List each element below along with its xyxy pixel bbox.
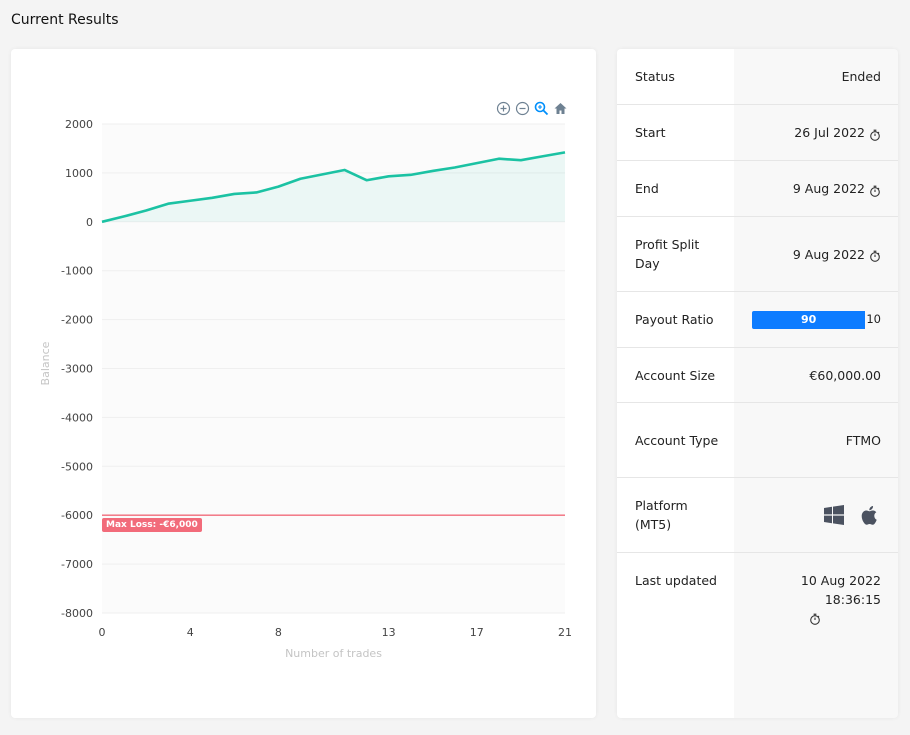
row-status: Status Ended	[617, 49, 898, 105]
y-tick-label: -8000	[61, 607, 93, 620]
row-account-size: Account Size €60,000.00	[617, 348, 898, 403]
x-tick-label: 0	[99, 626, 106, 639]
zoom-in-icon[interactable]	[496, 101, 511, 116]
row-platform: Platform (MT5)	[617, 478, 898, 553]
balance-area	[102, 152, 565, 222]
y-tick-label: -4000	[61, 411, 93, 424]
x-tick-label: 21	[558, 626, 572, 639]
last-updated-value: 10 Aug 2022 18:36:15	[800, 573, 881, 607]
profit-split-value: 9 Aug 2022	[792, 246, 865, 262]
page-title: Current Results	[11, 12, 119, 28]
apple-icon[interactable]	[859, 504, 881, 526]
last-updated-cell: 10 Aug 2022 18:36:15	[734, 571, 898, 625]
payout-ratio-label: Payout Ratio	[635, 312, 714, 327]
row-payout-ratio: Payout Ratio 90 10	[617, 292, 898, 348]
y-tick-label: 2000	[65, 118, 93, 131]
row-last-updated: Last updated 10 Aug 2022 18:36:15	[617, 553, 898, 647]
row-start: Start 26 Jul 2022	[617, 105, 898, 161]
y-tick-label: -6000	[61, 509, 93, 522]
row-account-type: Account Type FTMO	[617, 403, 898, 478]
account-type-value: FTMO	[845, 432, 881, 448]
last-updated-label: Last updated	[635, 573, 717, 588]
stopwatch-icon	[809, 611, 821, 625]
start-label: Start	[635, 125, 666, 140]
balance-chart-card: 2000 1000 0 -1000 -2000 -3000 -4000 -5000 -6000 -…	[11, 49, 596, 718]
platform-label: Platform (MT5)	[635, 498, 688, 532]
row-end: End 9 Aug 2022	[617, 161, 898, 217]
max-loss-label: Max Loss: -€6,000	[102, 518, 202, 532]
status-label: Status	[635, 69, 675, 84]
zoom-out-icon[interactable]	[515, 101, 530, 116]
account-size-label: Account Size	[635, 367, 716, 383]
home-icon[interactable]	[553, 101, 568, 116]
x-axis-label: Number of trades	[285, 647, 382, 660]
start-cell: 26 Jul 2022	[734, 105, 898, 160]
account-size-value: €60,000.00	[809, 367, 881, 383]
account-info-card: Status Ended Start 26 Jul 2022 End 9 Aug…	[617, 49, 898, 718]
stopwatch-icon	[869, 127, 881, 141]
y-axis-label: Balance	[39, 341, 52, 385]
profit-split-label: Profit Split Day	[635, 237, 700, 271]
balance-chart: 2000 1000 0 -1000 -2000 -3000 -4000 -5000 -6000 -…	[39, 118, 572, 660]
x-tick-label: 4	[187, 626, 194, 639]
stopwatch-icon	[869, 248, 881, 262]
row-profit-split: Profit Split Day 9 Aug 2022	[617, 217, 898, 292]
windows-icon[interactable]	[823, 504, 845, 526]
balance-line	[101, 151, 566, 224]
y-tick-label: -3000	[61, 363, 93, 376]
profit-split-cell: 9 Aug 2022	[734, 217, 898, 291]
y-tick-label: -1000	[61, 265, 93, 278]
status-value: Ended	[841, 69, 881, 84]
end-cell: 9 Aug 2022	[734, 161, 898, 216]
x-tick-label: 13	[382, 626, 396, 639]
account-type-label: Account Type	[635, 432, 719, 448]
y-tick-label: 1000	[65, 167, 93, 180]
payout-trader-share: 90	[752, 310, 866, 329]
y-tick-label: -7000	[61, 558, 93, 571]
platform-cell	[734, 478, 898, 552]
start-value: 26 Jul 2022	[794, 125, 865, 140]
payout-ratio-bar: 90 10	[752, 310, 881, 329]
stopwatch-icon	[869, 183, 881, 197]
chart-toolbar	[496, 101, 568, 116]
x-tick-label: 8	[275, 626, 282, 639]
payout-ratio-cell: 90 10	[734, 292, 898, 347]
y-tick-label: 0	[86, 216, 93, 229]
zoom-select-icon[interactable]	[534, 101, 549, 116]
y-tick-label: -5000	[61, 460, 93, 473]
x-tick-label: 17	[470, 626, 484, 639]
end-value: 9 Aug 2022	[792, 181, 865, 196]
end-label: End	[635, 181, 659, 196]
payout-firm-share: 10	[866, 312, 881, 326]
y-tick-label: -2000	[61, 314, 93, 327]
